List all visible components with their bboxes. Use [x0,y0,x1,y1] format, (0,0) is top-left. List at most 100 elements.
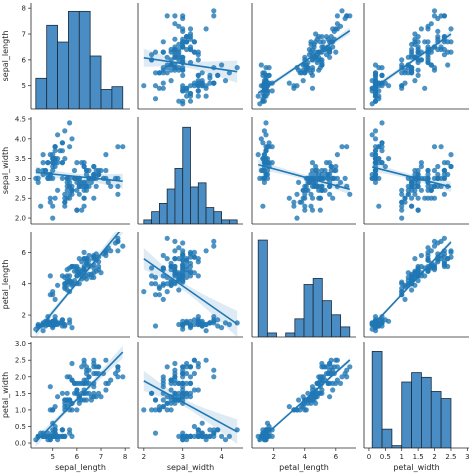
hist-bar [228,219,238,224]
scatter-point [428,187,434,193]
hist-bar [111,86,124,109]
scatter-point [441,171,447,178]
scatter-point [57,320,63,326]
scatter-point [191,249,197,255]
scatter-point [176,41,182,48]
hist-bar [303,284,314,337]
scatter-point [184,370,190,377]
panel-sepal_width-vs-petal_length [251,117,356,225]
scatter-point [176,245,182,251]
scatter-point [203,328,209,334]
scatter-point [323,52,330,58]
scatter-point [305,390,311,396]
scatter-point [149,273,155,279]
scatter-point [69,191,75,197]
scatter-point [187,321,194,328]
scatter-point [184,380,190,386]
scatter-point [211,8,217,14]
scatter-point [339,8,345,14]
panel-sepal_length-vs-petal_length [251,3,356,110]
scatter-point [191,83,197,89]
scatter-point [308,191,314,197]
panel-sepal_width-vs-petal_width [363,117,469,225]
scatter-point [372,179,379,185]
scatter-point [313,400,319,406]
scatter-point [149,52,155,58]
hist-bar [221,219,230,224]
scatter-point [164,289,170,295]
scatter-point [415,67,421,73]
scatter-point [93,167,99,174]
scatter-point [168,263,174,270]
hist-bar [166,188,176,224]
scatter-point [156,285,162,291]
scatter-point [180,248,186,254]
scatter-point [441,52,447,58]
scatter-point [425,257,431,263]
scatter-point [323,34,330,40]
scatter-point [164,364,170,370]
scatter-point [441,191,447,197]
scatter-point [382,163,388,170]
scatter-point [187,273,194,279]
scatter-point [264,156,271,162]
scatter-point [152,430,159,436]
scatter-point [320,374,326,380]
x-tick-label: 6 [334,453,339,461]
scatter-point [187,251,194,257]
scatter-point [152,323,159,329]
scatter-point [418,187,424,193]
scatter-point [184,364,190,370]
scatter-point [379,72,385,78]
y-tick-label: 4.5 [15,115,26,123]
scatter-point [431,8,438,14]
scatter-point [319,183,325,189]
scatter-point [438,144,444,150]
scatter-point [164,281,170,287]
scatter-point [222,437,229,443]
scatter-point [160,65,166,71]
scatter-point [425,167,431,174]
scatter-point [115,191,121,197]
scatter-point [431,144,438,150]
scatter-point [160,265,166,271]
y-tick-label: 2.0 [15,373,26,381]
scatter-point [115,175,121,181]
scatter-point [172,263,178,270]
scatter-point [180,65,186,71]
scatter-point [103,357,109,363]
regression-line [371,33,452,90]
scatter-point [199,78,205,84]
regression-line [143,380,238,433]
scatter-point [172,367,178,373]
scatter-point [330,26,336,32]
scatter-point [258,136,264,142]
scatter-point [141,83,147,89]
scatter-point [369,152,375,158]
scatter-point [180,268,186,274]
scatter-point [342,175,348,181]
scatter-point [415,49,421,55]
scatter-point [337,380,344,386]
scatter-point [386,318,392,324]
scatter-point [164,256,170,262]
hist-bar [143,219,153,224]
scatter-point [47,273,53,279]
scatter-point [412,78,418,84]
hist-bar [78,10,91,109]
scatter-point [226,433,232,439]
scatter-point [81,183,87,189]
panel-petal_width-vs-petal_width: 0 0.5 1 1.5 2 2.5 3 petal_width [363,342,470,472]
scatter-point [172,360,178,367]
panel-sepal_length-vs-petal_width [363,3,469,110]
regression-line [258,163,350,191]
scatter-point [83,171,90,178]
scatter-point [319,171,325,178]
scatter-point [415,39,421,45]
y-tick-label: 3.5 [15,155,26,163]
scatter-point [149,281,155,287]
scatter-point [71,380,78,386]
scatter-point [191,317,197,323]
scatter-point [305,187,311,193]
scatter-point [180,430,186,436]
